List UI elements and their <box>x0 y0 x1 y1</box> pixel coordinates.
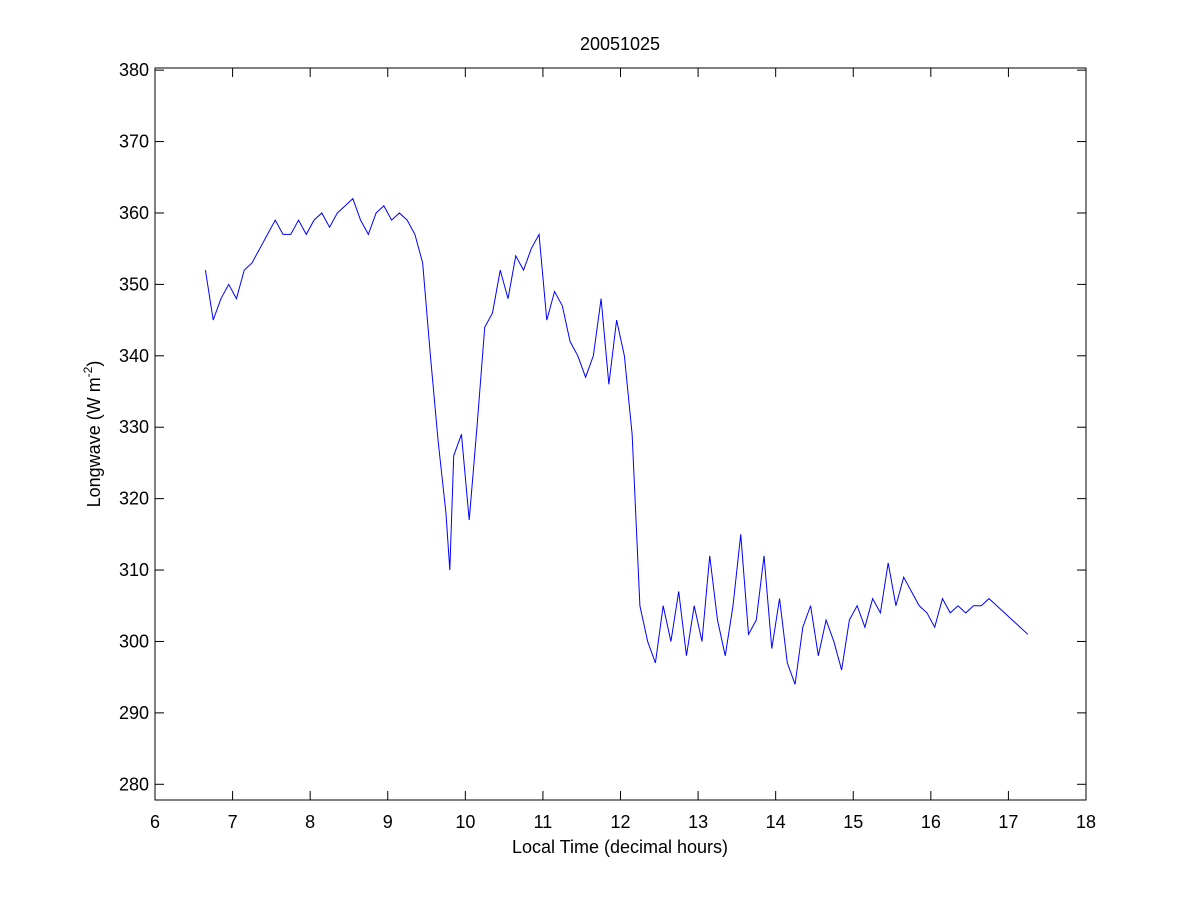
x-tick-label: 18 <box>1076 812 1096 832</box>
y-label-end: ) <box>84 361 104 367</box>
y-tick-label: 380 <box>119 60 149 80</box>
y-tick-label: 300 <box>119 631 149 651</box>
x-tick-label: 9 <box>383 812 393 832</box>
chart-title: 20051025 <box>580 34 660 54</box>
y-tick-label: 370 <box>119 132 149 152</box>
plot-frame <box>154 67 1087 801</box>
y-tick-label: 360 <box>119 203 149 223</box>
x-tick-label: 6 <box>150 812 160 832</box>
y-label-main: Longwave (W m <box>84 377 104 507</box>
x-tick-label: 15 <box>843 812 863 832</box>
y-tick-label: 330 <box>119 417 149 437</box>
y-tick-label: 310 <box>119 560 149 580</box>
y-tick-label: 320 <box>119 489 149 509</box>
y-axis-label: Longwave (W m-2) <box>81 361 104 508</box>
x-tick-label: 17 <box>998 812 1018 832</box>
x-tick-label: 12 <box>610 812 630 832</box>
x-tick-label: 8 <box>305 812 315 832</box>
y-label-sup: -2 <box>81 366 95 377</box>
x-tick-label: 14 <box>766 812 786 832</box>
x-tick-label: 11 <box>534 812 553 832</box>
y-tick-label: 350 <box>119 274 149 294</box>
x-axis-label: Local Time (decimal hours) <box>512 837 728 857</box>
data-line <box>204 197 1029 685</box>
y-tick-label: 290 <box>119 703 149 723</box>
y-tick-label: 340 <box>119 346 149 366</box>
x-tick-label: 16 <box>921 812 941 832</box>
y-tick-label: 280 <box>119 774 149 794</box>
x-tick-label: 10 <box>455 812 475 832</box>
x-tick-label: 7 <box>228 812 238 832</box>
x-tick-label: 13 <box>688 812 708 832</box>
